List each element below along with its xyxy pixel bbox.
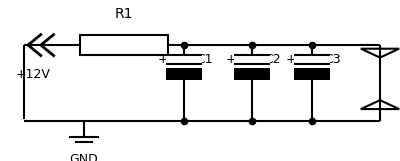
Text: C3: C3: [324, 53, 341, 66]
Text: R1: R1: [115, 7, 133, 21]
Text: +: +: [286, 53, 296, 66]
Bar: [234, 55, 270, 64]
Bar: [294, 68, 330, 80]
Text: C2: C2: [264, 53, 281, 66]
Bar: [166, 68, 202, 80]
Text: +: +: [226, 53, 236, 66]
Bar: [166, 55, 202, 64]
Text: +: +: [158, 53, 168, 66]
Bar: [234, 68, 270, 80]
Text: C1: C1: [196, 53, 213, 66]
Text: GND: GND: [70, 153, 98, 161]
Bar: [80, 35, 168, 55]
Bar: [294, 55, 330, 64]
Text: +12V: +12V: [16, 68, 51, 80]
